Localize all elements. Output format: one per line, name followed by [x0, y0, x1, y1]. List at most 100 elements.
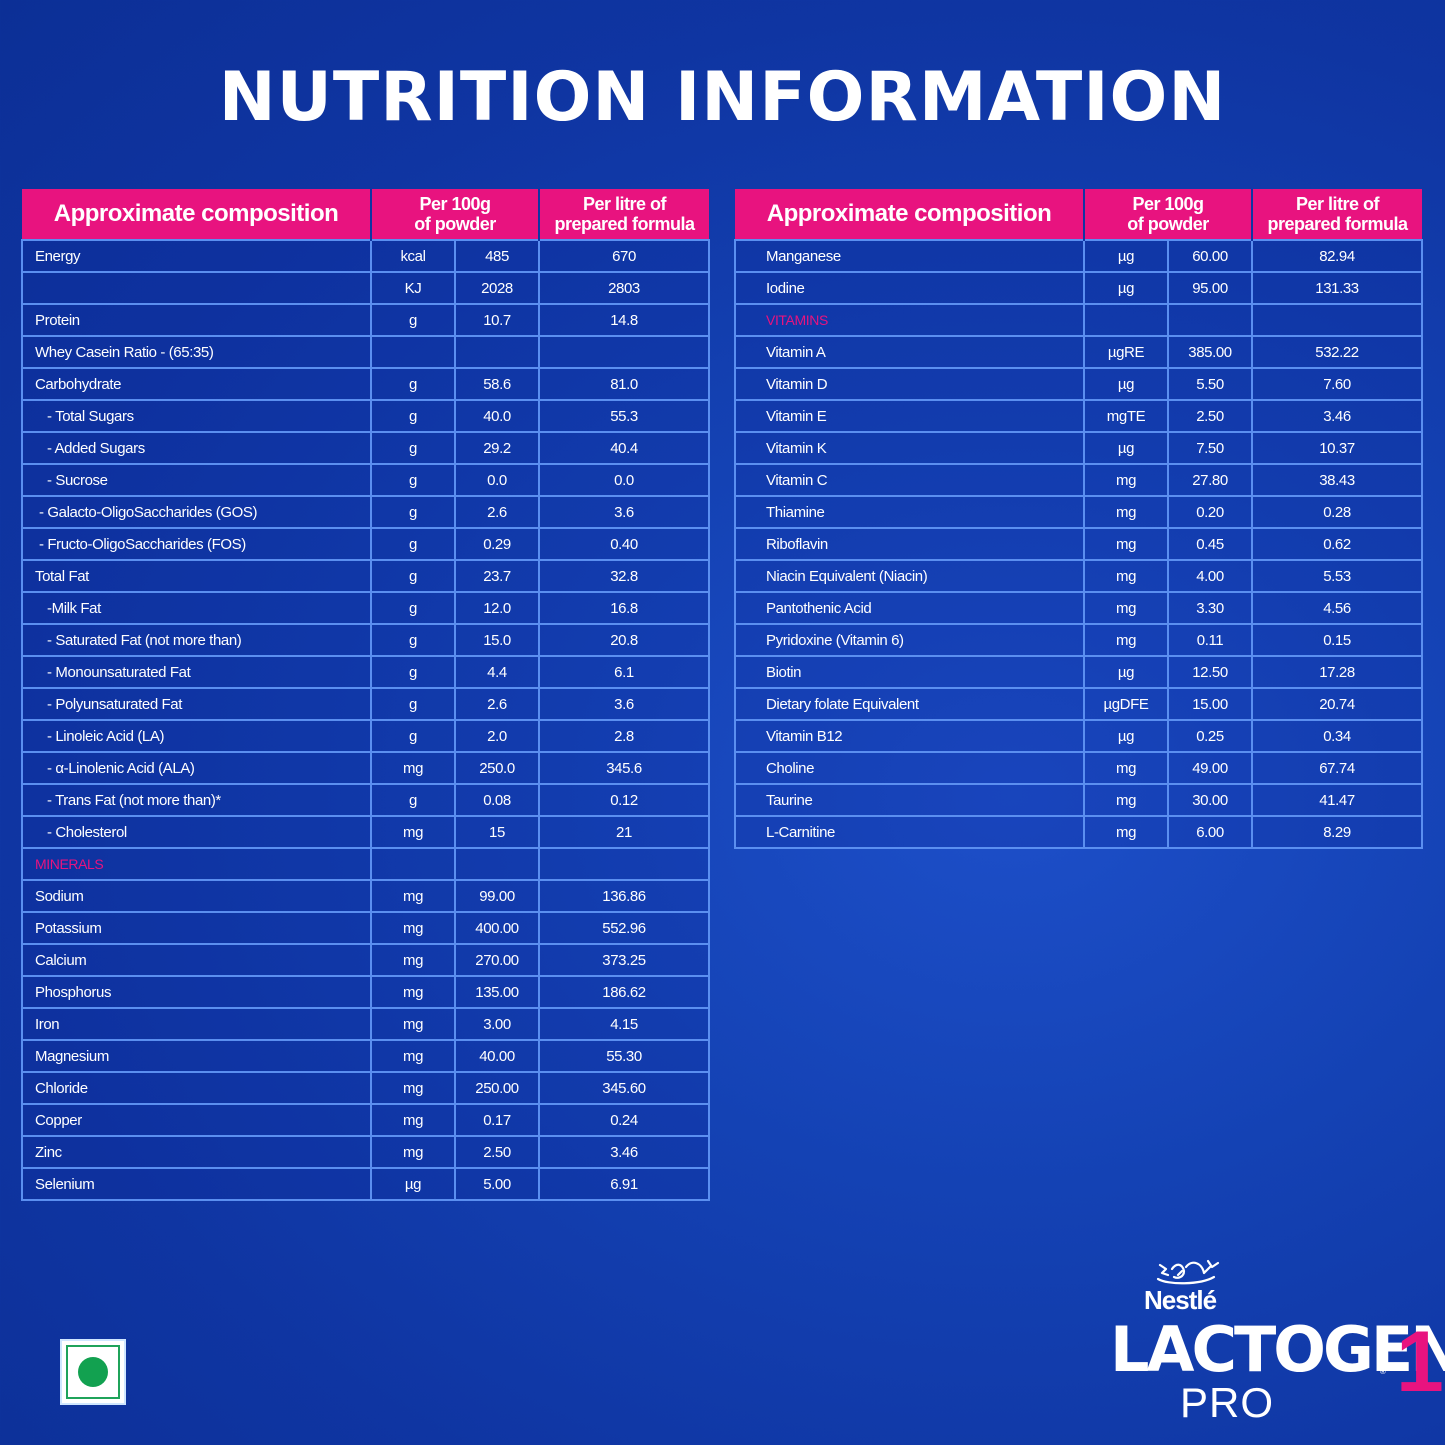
nutrient-unit: mg	[1083, 623, 1169, 657]
registered-mark: ®	[1380, 1367, 1386, 1376]
nutrient-name	[21, 271, 372, 305]
value-per-100g: 58.6	[454, 367, 540, 401]
value-per-100g: 60.00	[1167, 239, 1253, 273]
table-header-row: Approximate composition Per 100g of powd…	[22, 189, 709, 240]
table-row: Copper mg 0.17 0.24	[21, 1103, 710, 1137]
brand-logo: Nestlé LACTOGEN ® PRO 1	[1100, 1255, 1445, 1435]
nutrient-name: - Saturated Fat (not more than)	[21, 623, 372, 657]
nest-birds-icon	[1156, 1259, 1220, 1285]
nutrient-unit: µg	[1083, 719, 1169, 753]
value-per-100g: 485	[454, 239, 540, 273]
value-per-litre: 186.62	[538, 975, 710, 1009]
nutrient-unit: µgDFE	[1083, 687, 1169, 721]
table-row: Niacin Equivalent (Niacin) mg 4.00 5.53	[734, 559, 1423, 593]
value-per-100g: 250.0	[454, 751, 540, 785]
value-per-litre: 3.6	[538, 495, 710, 529]
value-per-litre: 5.53	[1251, 559, 1423, 593]
nutrient-name: - Trans Fat (not more than)*	[21, 783, 372, 817]
table-row: - Trans Fat (not more than)* g 0.08 0.12	[21, 783, 710, 817]
value-per-litre: 41.47	[1251, 783, 1423, 817]
header-per-100g: Per 100g of powder	[1084, 189, 1253, 240]
nutrient-name: Taurine	[734, 783, 1085, 817]
value-per-litre: 82.94	[1251, 239, 1423, 273]
nutrient-name: - Monounsaturated Fat	[21, 655, 372, 689]
nutrient-unit: µg	[1083, 655, 1169, 689]
nutrient-unit: g	[370, 303, 456, 337]
header-per-litre-line1: Per litre of	[582, 194, 667, 214]
value-per-litre: 7.60	[1251, 367, 1423, 401]
brand-variant: PRO	[1180, 1379, 1275, 1426]
table-row: - Linoleic Acid (LA) g 2.0 2.8	[21, 719, 710, 753]
nutrient-unit: mg	[370, 975, 456, 1009]
table-row: Carbohydrate g 58.6 81.0	[21, 367, 710, 401]
value-per-litre: 81.0	[538, 367, 710, 401]
nutrient-unit: µg	[1083, 367, 1169, 401]
table-row: Zinc mg 2.50 3.46	[21, 1135, 710, 1169]
header-per-100g-line2: of powder	[1127, 214, 1209, 234]
value-per-litre: 670	[538, 239, 710, 273]
nutrition-table-left: Approximate composition Per 100g of powd…	[21, 189, 710, 1201]
table-row: Sodium mg 99.00 136.86	[21, 879, 710, 913]
value-per-litre	[538, 335, 710, 369]
nutrient-name: - Fructo-OligoSaccharides (FOS)	[21, 527, 372, 561]
value-per-litre: 40.4	[538, 431, 710, 465]
nutrient-unit: KJ	[370, 271, 456, 305]
nutrient-unit: g	[370, 367, 456, 401]
nutrient-name: - Total Sugars	[21, 399, 372, 433]
table-row: - α-Linolenic Acid (ALA) mg 250.0 345.6	[21, 751, 710, 785]
value-per-100g: 40.00	[454, 1039, 540, 1073]
table-row: Manganese µg 60.00 82.94	[734, 239, 1423, 273]
value-per-litre: 532.22	[1251, 335, 1423, 369]
table-row: - Sucrose g 0.0 0.0	[21, 463, 710, 497]
nutrient-name: Vitamin K	[734, 431, 1085, 465]
nutrient-unit: kcal	[370, 239, 456, 273]
nutrition-table-right: Approximate composition Per 100g of powd…	[734, 189, 1423, 849]
value-per-100g: 49.00	[1167, 751, 1253, 785]
value-per-100g: 15	[454, 815, 540, 849]
value-per-litre: 2803	[538, 271, 710, 305]
table-row: Biotin µg 12.50 17.28	[734, 655, 1423, 689]
value-per-litre: 0.62	[1251, 527, 1423, 561]
nutrient-unit: g	[370, 527, 456, 561]
value-per-litre: 21	[538, 815, 710, 849]
value-per-litre: 0.24	[538, 1103, 710, 1137]
nutrient-unit: mg	[370, 1039, 456, 1073]
table-row: Phosphorus mg 135.00 186.62	[21, 975, 710, 1009]
table-row: Chloride mg 250.00 345.60	[21, 1071, 710, 1105]
table-row: Riboflavin mg 0.45 0.62	[734, 527, 1423, 561]
nutrient-unit: mg	[1083, 751, 1169, 785]
nutrient-unit: µg	[1083, 431, 1169, 465]
value-per-litre: 0.0	[538, 463, 710, 497]
nutrient-name: Vitamin D	[734, 367, 1085, 401]
value-per-100g: 2.6	[454, 687, 540, 721]
nutrient-name: Pantothenic Acid	[734, 591, 1085, 625]
nutrient-unit: mg	[370, 911, 456, 945]
nutrient-unit: mg	[370, 879, 456, 913]
table-row: MINERALS	[21, 847, 710, 881]
value-per-litre: 20.8	[538, 623, 710, 657]
nutrient-name: Selenium	[21, 1167, 372, 1201]
nutrient-name: Total Fat	[21, 559, 372, 593]
value-per-litre: 55.3	[538, 399, 710, 433]
table-row: - Polyunsaturated Fat g 2.6 3.6	[21, 687, 710, 721]
value-per-litre: 0.34	[1251, 719, 1423, 753]
nutrient-unit: µg	[1083, 239, 1169, 273]
section-label: MINERALS	[21, 847, 372, 881]
table-row: Protein g 10.7 14.8	[21, 303, 710, 337]
value-per-100g: 0.45	[1167, 527, 1253, 561]
nutrient-name: Sodium	[21, 879, 372, 913]
nutrient-name: Dietary folate Equivalent	[734, 687, 1085, 721]
value-per-100g	[454, 335, 540, 369]
value-per-100g: 270.00	[454, 943, 540, 977]
value-per-litre: 0.12	[538, 783, 710, 817]
nutrient-name: Thiamine	[734, 495, 1085, 529]
table-row: Energy kcal 485 670	[21, 239, 710, 273]
value-per-litre: 32.8	[538, 559, 710, 593]
value-per-litre: 4.15	[538, 1007, 710, 1041]
value-per-100g: 15.00	[1167, 687, 1253, 721]
nutrient-name: Energy	[21, 239, 372, 273]
value-per-litre: 16.8	[538, 591, 710, 625]
